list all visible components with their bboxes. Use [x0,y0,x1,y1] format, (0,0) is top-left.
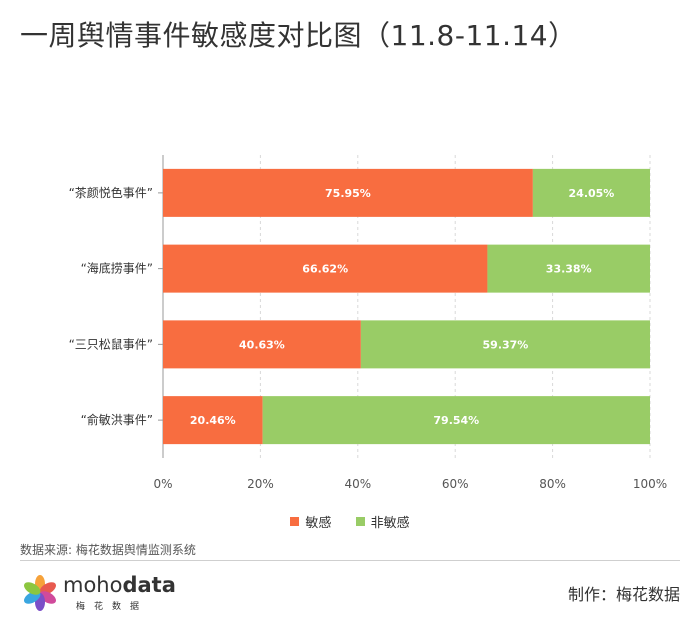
y-tick-label: “三只松鼠事件” [69,337,153,351]
bar-sensitive [163,396,263,445]
bar-sensitive [163,320,361,369]
legend: 敏感 非敏感 [0,512,700,531]
x-tick-label: 20% [247,477,274,491]
mohodata-logo: mohodata 梅花数据 [20,573,200,613]
y-tick-label: “俞敏洪事件” [81,412,153,427]
logo-wordmark: mohodata [63,573,176,597]
legend-swatch-non-sensitive [355,517,365,526]
data-label: 20.46% [190,414,236,427]
bar-sensitive [163,168,533,217]
bar-chart: “茶颜悦色事件” 75.95% 24.05% “海底捞事件” 66.62% 33.38% “… [69,155,667,491]
legend-label-non-sensitive: 非敏感 [370,516,410,531]
logo-subtitle: 梅花数据 [76,602,149,612]
data-label: 24.05% [569,187,615,200]
legend-item-non-sensitive[interactable]: 非敏感 [355,512,410,531]
bar-non-sensitive [262,396,650,445]
logo-word-light: moho [63,573,123,597]
legend-label-sensitive: 敏感 [305,516,332,531]
credit: 制作：梅花数据 [567,585,680,604]
data-label: 79.54% [433,414,479,427]
data-label: 59.37% [483,338,529,351]
bar-sensitive [163,244,488,293]
data-label: 75.95% [325,187,371,200]
footer-divider [20,560,680,561]
x-tick-label: 100% [633,477,667,491]
x-tick-label: 40% [344,477,371,491]
bar-non-sensitive [532,168,650,217]
x-tick-label: 60% [442,477,469,491]
x-tick-label: 0% [153,477,172,491]
chart-title: 一周舆情事件敏感度对比图（11.8-11.14） [20,19,577,52]
data-label: 66.62% [302,263,348,276]
bar-non-sensitive [487,244,650,293]
logo-word-bold: data [122,573,176,597]
legend-swatch-sensitive [290,517,300,526]
y-tick-label: “茶颜悦色事件” [69,185,153,200]
pinwheel-logo-icon [24,575,56,611]
legend-item-sensitive[interactable]: 敏感 [290,512,331,531]
y-tick-label: “海底捞事件” [81,261,153,276]
data-label: 40.63% [239,338,285,351]
data-label: 33.38% [546,263,592,276]
x-tick-label: 80% [539,477,566,491]
bar-non-sensitive [360,320,650,369]
data-source: 数据来源: 梅花数据舆情监测系统 [20,543,196,557]
